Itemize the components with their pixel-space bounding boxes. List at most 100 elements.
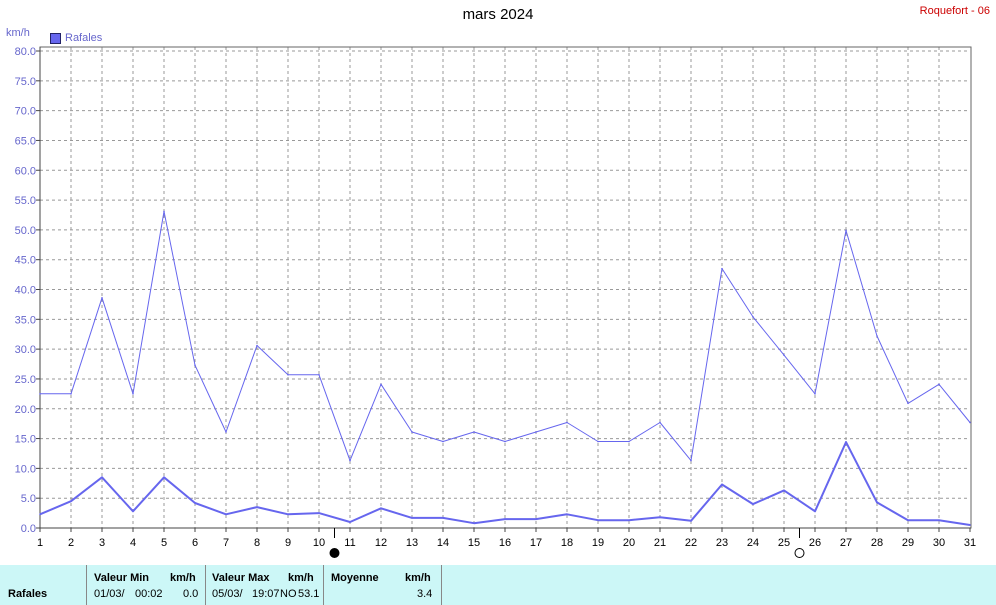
data-point (845, 229, 847, 232)
data-point (163, 210, 165, 213)
y-axis-unit: km/h (6, 27, 30, 39)
data-point (39, 393, 41, 395)
stats-avg-value: 3.4 (417, 588, 433, 600)
new-moon-icon (329, 548, 340, 558)
legend-label: Rafales (65, 32, 103, 44)
x-tick-label: 30 (933, 537, 945, 549)
stats-min-date: 01/03/ (94, 588, 125, 600)
y-tick-label: 75.0 (15, 76, 36, 88)
stats-max-unit: km/h (288, 572, 314, 584)
chart-svg: 0.0 5.0 10.0 15.0 20.0 25.0 30.0 35.0 40.0 45.0 50… (15, 46, 977, 558)
data-point (287, 513, 289, 516)
y-tick-label: 65.0 (15, 135, 36, 147)
x-tick-label: 10 (313, 537, 325, 549)
x-tick-label: 12 (375, 537, 387, 549)
stats-divider (86, 565, 87, 605)
data-point (690, 520, 692, 522)
data-point (969, 421, 971, 424)
data-point (690, 459, 692, 462)
stats-panel: Rafales Valeur Min km/h 01/03/ 00:02 0.0… (0, 565, 996, 605)
data-point (194, 502, 196, 504)
y-tick-label: 20.0 (15, 404, 36, 416)
y-tick-label: 25.0 (15, 374, 36, 386)
data-point (969, 524, 971, 526)
x-tick-label: 18 (561, 537, 573, 549)
x-tick-label: 29 (902, 537, 914, 549)
x-tick-label: 25 (778, 537, 790, 549)
stats-min-value: 0.0 (183, 588, 199, 600)
x-tick-label: 2 (68, 537, 74, 549)
data-point (70, 393, 72, 395)
data-point (504, 440, 506, 443)
data-point (380, 383, 382, 386)
data-point (473, 431, 475, 433)
data-point (349, 521, 351, 523)
y-tick-label: 55.0 (15, 195, 36, 207)
x-tick-label: 22 (685, 537, 697, 549)
data-point (411, 431, 413, 433)
legend-swatch (50, 32, 61, 44)
data-point (318, 373, 320, 376)
data-point (318, 512, 320, 514)
data-point (504, 518, 506, 520)
x-tick-label: 9 (285, 537, 291, 549)
x-tick-label: 27 (840, 537, 852, 549)
data-point (566, 513, 568, 516)
data-point (907, 519, 909, 522)
x-tick-label: 19 (592, 537, 604, 549)
series-group (39, 210, 971, 526)
data-point (659, 421, 661, 424)
data-point (752, 503, 754, 505)
x-tick-label: 5 (161, 537, 167, 549)
data-point (876, 335, 878, 337)
x-tick-label: 8 (254, 537, 260, 549)
y-tick-label: 5.0 (21, 493, 36, 505)
data-point (473, 522, 475, 525)
data-point (287, 373, 289, 376)
data-point (628, 440, 630, 443)
series-line-secondary (39, 441, 971, 526)
stats-max-date: 05/03/ (212, 588, 243, 600)
x-tick-label: 17 (530, 537, 542, 549)
data-point (349, 459, 351, 462)
data-point (876, 501, 878, 504)
x-tick-label: 16 (499, 537, 511, 549)
data-point (39, 513, 41, 516)
data-point (256, 506, 258, 508)
x-tick-label: 20 (623, 537, 635, 549)
y-tick-label: 35.0 (15, 314, 36, 326)
y-tick-label: 70.0 (15, 106, 36, 118)
data-point (628, 519, 630, 522)
y-tick-label: 40.0 (15, 285, 36, 297)
data-point (101, 297, 103, 299)
data-point (597, 440, 599, 443)
data-point (535, 431, 537, 433)
x-tick-label: 13 (406, 537, 418, 549)
data-point (597, 519, 599, 522)
chart-title: mars 2024 (462, 6, 534, 23)
stats-avg-header: Moyenne (331, 572, 379, 584)
data-point (659, 516, 661, 519)
x-tick-label: 14 (437, 537, 449, 549)
stats-divider (205, 565, 206, 605)
x-tick-label: 26 (809, 537, 821, 549)
data-point (783, 489, 785, 492)
stats-max-time: 19:07 (252, 588, 280, 600)
y-tick-label: 45.0 (15, 255, 36, 267)
station-name: Roquefort - 06 (919, 5, 990, 17)
x-tick-label: 7 (223, 537, 229, 549)
stats-min-unit: km/h (170, 572, 196, 584)
full-moon-icon (794, 548, 805, 558)
data-point (132, 510, 134, 513)
data-point (752, 316, 754, 318)
data-point (194, 364, 196, 367)
axes: 0.0 5.0 10.0 15.0 20.0 25.0 30.0 35.0 40.0 45.0 50… (15, 46, 977, 549)
data-point (101, 476, 103, 479)
data-point (721, 267, 723, 270)
x-tick-label: 24 (747, 537, 759, 549)
data-point (938, 383, 940, 386)
data-point (907, 402, 909, 405)
x-tick-label: 21 (654, 537, 666, 549)
data-point (256, 344, 258, 347)
data-point (566, 421, 568, 424)
